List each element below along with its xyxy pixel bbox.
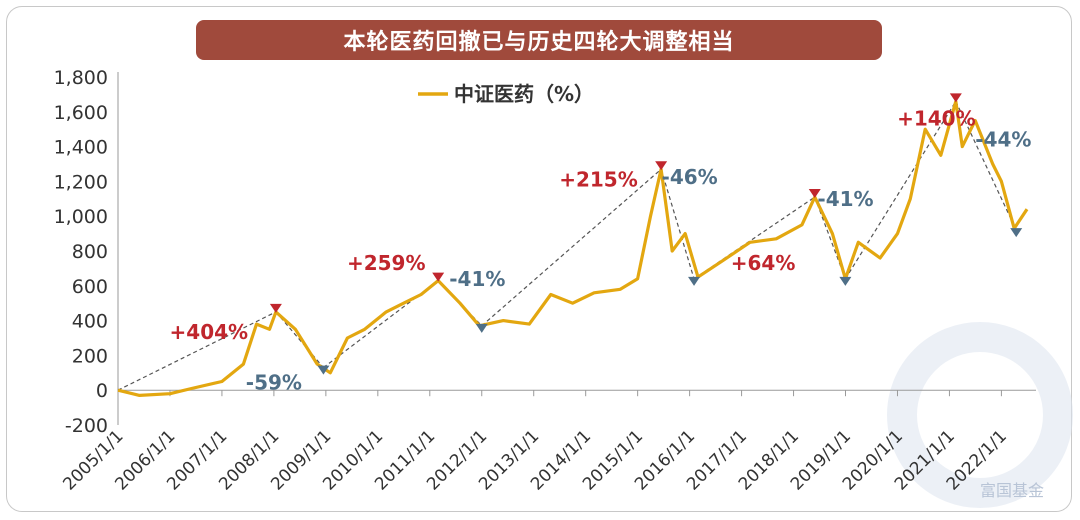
peak-marker <box>949 93 962 103</box>
gain-label: +140% <box>897 107 976 131</box>
drawdown-label: -41% <box>449 267 505 291</box>
trend-line <box>117 311 277 391</box>
gain-label: +259% <box>347 251 426 275</box>
y-tick-label: 1,000 <box>54 206 108 228</box>
y-tick-label: 1,600 <box>54 102 108 124</box>
gain-label: +64% <box>731 251 796 275</box>
chart-title: 本轮医药回撤已与历史四轮大调整相当 <box>343 30 735 55</box>
trend-line <box>275 311 324 368</box>
y-tick-label: -200 <box>65 415 108 437</box>
y-tick-label: 1,400 <box>54 137 108 159</box>
series-line <box>117 99 1029 397</box>
trough-marker <box>1010 228 1023 238</box>
y-tick-label: 400 <box>72 311 108 333</box>
legend-label: 中证医药（%） <box>454 82 594 106</box>
peak-marker <box>432 272 445 282</box>
trough-marker <box>688 276 701 286</box>
drawdown-label: -44% <box>975 128 1031 152</box>
drawdown-label: -41% <box>817 187 873 211</box>
y-tick-label: 600 <box>72 276 108 298</box>
drawdown-label: -46% <box>662 165 718 189</box>
y-tick-label: 1,800 <box>54 67 108 89</box>
trend-line <box>660 169 695 280</box>
peak-marker <box>808 189 821 199</box>
title-banner: 本轮医药回撤已与历史四轮大调整相当 <box>196 20 882 60</box>
trend-line <box>481 168 662 327</box>
watermark-text: 富国基金 <box>980 481 1044 500</box>
y-tick-label: 1,200 <box>54 171 108 193</box>
trend-line <box>955 101 1017 231</box>
peak-marker <box>655 161 668 171</box>
watermark-logo <box>887 322 1073 508</box>
y-tick-label: 800 <box>72 241 108 263</box>
trough-marker <box>475 323 488 333</box>
peak-marker <box>269 303 282 313</box>
y-tick-label: 0 <box>96 380 108 402</box>
trough-marker <box>317 365 330 375</box>
drawdown-label: -59% <box>246 370 302 394</box>
trough-marker <box>839 276 852 286</box>
gain-label: +215% <box>559 168 638 192</box>
gain-label: +404% <box>170 320 249 344</box>
y-tick-label: 200 <box>72 345 108 367</box>
